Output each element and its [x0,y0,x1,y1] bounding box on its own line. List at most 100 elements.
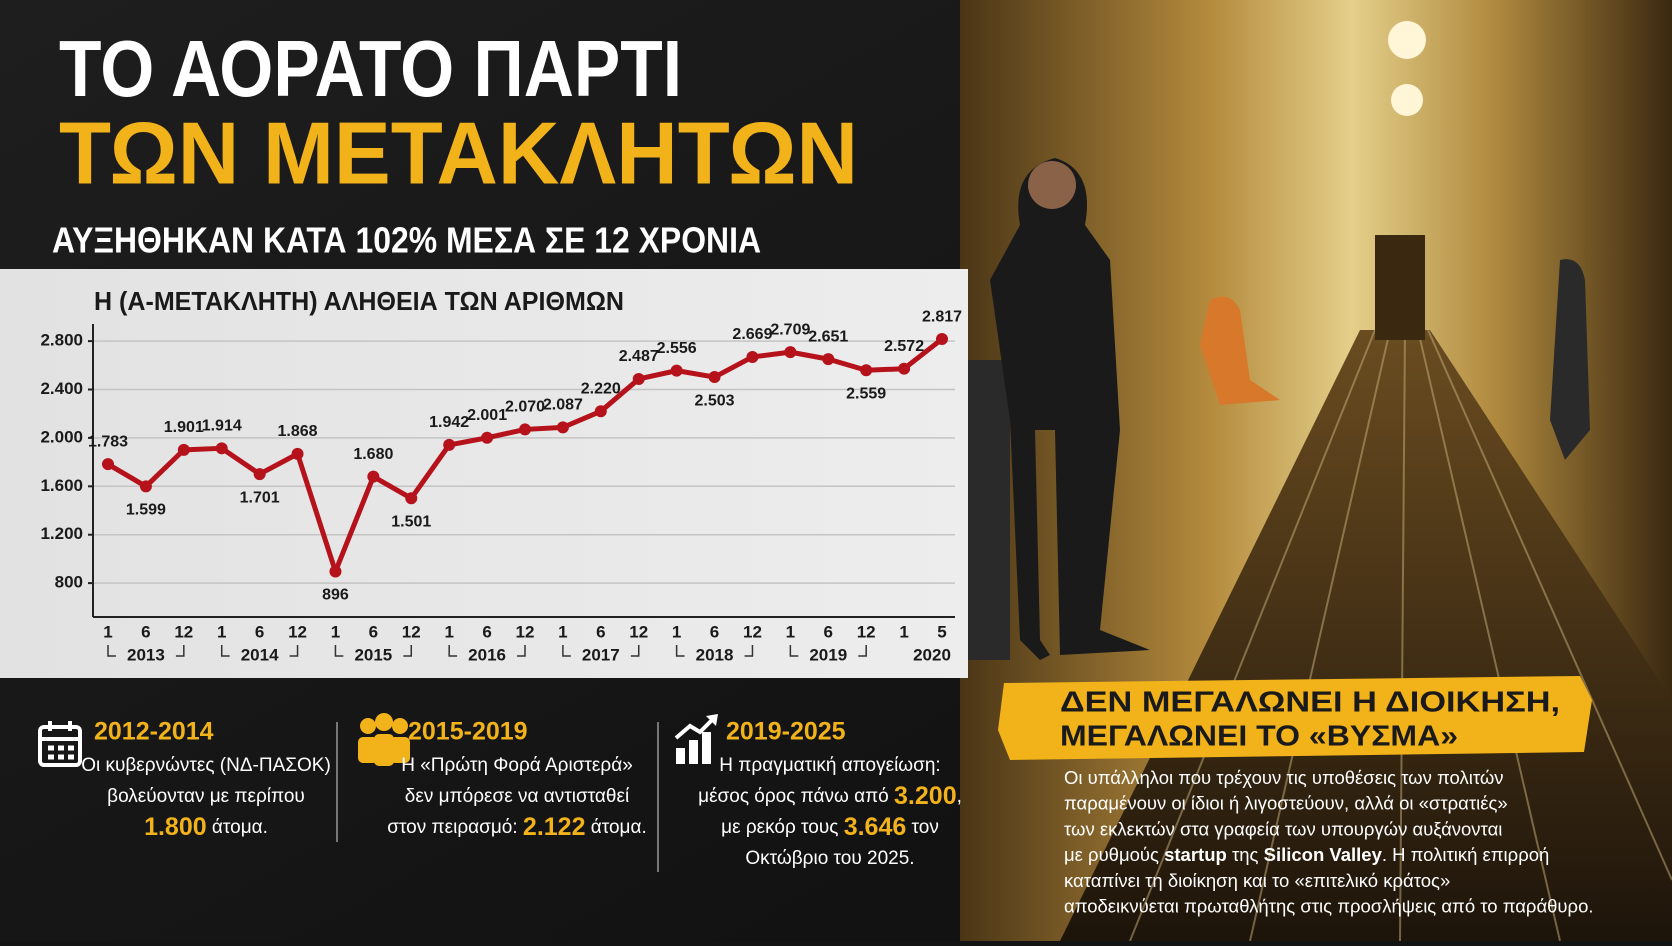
y-tick-label: 1.200 [40,524,83,543]
highlight-line: Οκτώβριο του 2025. [745,848,914,869]
value-label: 2.709 [770,321,810,338]
value-label: 1.680 [353,446,393,463]
year-label: 2018 [696,645,734,664]
highlight-line: δεν μπόρεσε να αντισταθεί [405,786,630,807]
year-bracket [789,645,867,657]
value-label: 2.001 [467,407,507,424]
x-tick-label: 1 [103,622,112,641]
x-tick-label: 1 [217,622,226,641]
data-point [594,405,607,418]
value-label: 1.868 [278,423,318,440]
highlight-number: 1.800 [144,813,207,841]
x-tick-label: 12 [629,622,648,641]
year-label: 2015 [354,645,392,664]
y-tick-label: 800 [55,573,83,592]
x-tick-label: 6 [482,622,491,641]
y-tick-label: 2.800 [40,331,83,350]
data-point [632,372,645,385]
callout-line: Οι υπάλληλοι που τρέχουν τις υποθέσεις τ… [1064,767,1504,788]
year-label: 2016 [468,645,506,664]
highlight-number: 3.200 [894,782,957,810]
callout-body: Οι υπάλληλοι που τρέχουν τις υποθέσεις τ… [1064,767,1594,917]
x-tick-label: 1 [786,622,795,641]
data-point [784,346,797,359]
data-point [746,350,759,363]
callout-line: καταπίνει τη διοίκηση και το «επιτελικό … [1064,870,1450,891]
x-tick-label: 6 [141,622,150,641]
text-run: άτομα. [207,817,268,838]
year-bracket [334,645,413,657]
value-label: 2.220 [581,381,621,398]
subtitle: ΑΥΞΗΘΗΚΑΝ ΚΑΤΑ 102% ΜΕΣΑ ΣΕ 12 ΧΡΟΝΙΑ [52,220,761,261]
data-point [102,458,114,471]
people-icon [358,713,410,766]
data-point [898,362,911,375]
highlight-line: 1.800 άτομα. [144,813,268,841]
data-point [670,364,683,377]
text-run: δεν μπόρεσε να αντισταθεί [405,786,630,807]
value-label: 1.901 [164,419,204,436]
text-run: Οκτώβριο του 2025. [745,848,914,869]
callout-banner [998,676,1592,760]
text-run: Silicon Valley [1264,844,1383,865]
data-point [936,333,948,346]
x-tick-label: 1 [331,622,340,641]
y-tick-label: 2.000 [40,427,83,446]
text-run: τον [906,817,939,838]
text-run: των εκλεκτών στα γραφεία των υπουργών αυ… [1064,818,1502,839]
data-point [860,364,873,377]
data-point [329,565,342,578]
text-run: άτομα. [585,817,646,838]
text-run: Η «Πρώτη Φορά Αριστερά» [401,755,633,776]
year-label: 2013 [127,645,165,664]
x-tick-label: 12 [743,622,762,641]
text-run: startup [1164,844,1227,865]
data-point [139,480,152,493]
value-label: 2.487 [619,348,659,365]
photo [960,0,1672,942]
x-tick-label: 6 [710,622,719,641]
x-tick-label: 12 [288,622,307,641]
value-label: 2.503 [695,392,735,409]
data-point [215,442,228,455]
year-label: 2017 [582,645,620,664]
value-label: 1.599 [126,502,166,519]
callout-title-line2: ΜΕΓΑΛΩΝΕΙ ΤΟ «ΒΥΣΜΑ» [1060,721,1458,753]
x-tick-label: 12 [857,622,876,641]
value-label: 1.914 [202,418,242,435]
data-point [519,423,531,436]
x-tick-label: 1 [444,622,453,641]
year-bracket [107,645,185,657]
text-run: παραμένουν οι ίδιοι ή λιγοστεύουν, αλλά … [1064,793,1508,814]
calendar-icon [38,721,82,767]
data-point [367,470,380,483]
text-run: . Η πολιτική επιρροή [1382,844,1549,865]
title-line1: ΤΟ ΑΟΡΑΤΟ ΠΑΡΤΙ [59,24,682,113]
data-point [822,353,835,366]
highlight-number: 3.646 [844,813,907,841]
value-label: 896 [322,587,349,604]
text-run: της [1227,844,1264,865]
x-tick-label: 6 [369,622,378,641]
x-tick-label: 5 [937,622,946,641]
highlight-line: Η «Πρώτη Φορά Αριστερά» [401,755,633,776]
data-point [481,431,494,444]
growth-icon [674,714,718,764]
callout-line: παραμένουν οι ίδιοι ή λιγοστεύουν, αλλά … [1064,793,1508,814]
callout-line: αποδεικνύεται πρωταθλήτης στις προσλήψει… [1064,895,1594,916]
value-label: 2.070 [505,399,545,416]
x-tick-label: 6 [255,622,264,641]
callout-line: με ρυθμούς startup της Silicon Valley. Η… [1064,844,1549,865]
value-label: 1.942 [429,414,469,431]
highlight-number: 2.122 [523,813,586,841]
data-point [443,438,456,451]
title-line2: ΤΩΝ ΜΕΤΑΚΛΗΤΩΝ [59,103,858,202]
x-tick-label: 1 [899,622,908,641]
y-tick-label: 2.400 [40,379,83,398]
value-label: 2.572 [884,338,924,355]
x-tick-label: 12 [402,622,421,641]
chart-title: Η (Α-ΜΕΤΑΚΛΗΤΗ) ΑΛΗΘΕΙΑ ΤΩΝ ΑΡΙΘΜΩΝ [94,286,624,316]
value-label: 2.651 [808,328,848,345]
highlight-line: με ρεκόρ τους 3.646 τον [721,813,939,841]
